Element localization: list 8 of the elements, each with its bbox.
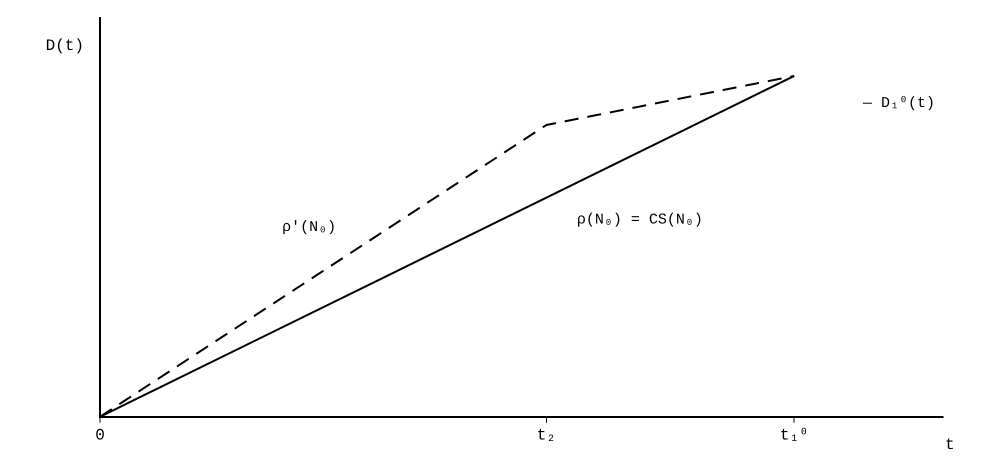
x-tick-label: 0 (95, 426, 105, 445)
annotation: — D₁⁰(t) (862, 94, 936, 112)
x-axis-title: t (945, 436, 955, 454)
x-tick-label: t₂ (536, 426, 556, 445)
series-label: ρ(N₀) = CS(N₀) (576, 211, 703, 228)
x-tick-label: t₁⁰ (780, 426, 809, 445)
series-label: ρ'(N₀) (282, 218, 336, 236)
y-axis-title: D(t) (46, 37, 84, 56)
